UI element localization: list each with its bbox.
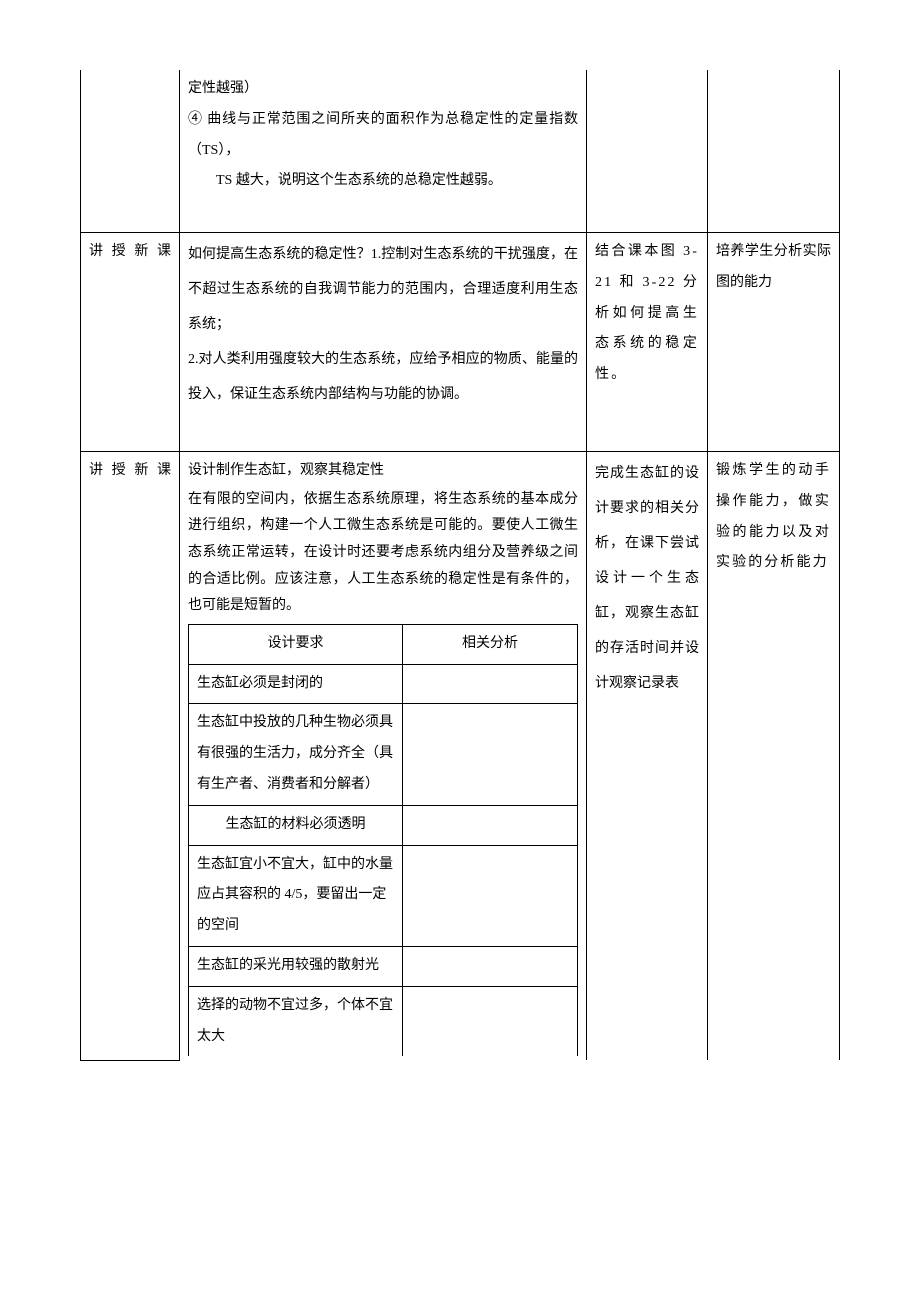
content-text: TS 越大，说明这个生态系统的总稳定性越弱。	[188, 166, 578, 197]
content-cell: 定性越强） ④ 曲线与正常范围之间所夹的面积作为总稳定性的定量指数（TS）， T…	[180, 70, 587, 232]
phase-cell: 讲授新课	[81, 451, 180, 1060]
inner-row: 生态缸中投放的几种生物必须具有很强的生活力，成分齐全（具有生产者、消费者和分解者…	[189, 704, 578, 805]
requirement-cell: 生态缸的采光用较强的散射光	[189, 946, 403, 986]
analysis-cell	[402, 664, 577, 704]
phase-label: 讲授新课	[89, 463, 171, 478]
analysis-cell	[402, 845, 577, 946]
inner-row: 生态缸的采光用较强的散射光	[189, 946, 578, 986]
objective-text: 锻炼学生的动手操作能力，做实验的能力以及对实验的分析能力	[716, 456, 831, 579]
requirement-cell: 选择的动物不宜过多，个体不宜太大	[189, 986, 403, 1056]
analysis-cell	[402, 946, 577, 986]
content-text: 如何提高生态系统的稳定性？1.控制对生态系统的干扰强度，在不超过生态系统的自我调…	[188, 237, 578, 412]
header-requirements: 设计要求	[189, 624, 403, 664]
content-cell: 如何提高生态系统的稳定性？1.控制对生态系统的干扰强度，在不超过生态系统的自我调…	[180, 232, 587, 451]
phase-label: 讲授新课	[89, 244, 171, 259]
analysis-cell	[402, 805, 577, 845]
design-requirements-table: 设计要求 相关分析 生态缸必须是封闭的 生态缸中投放的几种生物必须具有很强的生活…	[188, 624, 578, 1057]
analysis-cell	[402, 986, 577, 1056]
content-text: 定性越强）	[188, 74, 578, 105]
objective-cell	[708, 70, 840, 232]
phase-cell: 讲授新课	[81, 232, 180, 451]
objective-text: 培养学生分析实际图的能力	[716, 237, 831, 299]
requirement-cell: 生态缸中投放的几种生物必须具有很强的生活力，成分齐全（具有生产者、消费者和分解者…	[189, 704, 403, 805]
requirement-cell: 生态缸的材料必须透明	[189, 805, 403, 845]
objective-cell: 锻炼学生的动手操作能力，做实验的能力以及对实验的分析能力	[708, 451, 840, 1060]
activity-text: 完成生态缸的设计要求的相关分析，在课下尝试设计一个生态缸，观察生态缸的存活时间并…	[595, 456, 699, 701]
activity-cell	[587, 70, 708, 232]
content-cell: 设计制作生态缸，观察其稳定性 在有限的空间内，依据生态系统原理，将生态系统的基本…	[180, 451, 587, 1060]
table-row: 讲授新课 设计制作生态缸，观察其稳定性 在有限的空间内，依据生态系统原理，将生态…	[81, 451, 840, 1060]
inner-row: 生态缸宜小不宜大，缸中的水量应占其容积的 4/5，要留出一定的空间	[189, 845, 578, 946]
requirement-cell: 生态缸必须是封闭的	[189, 664, 403, 704]
header-analysis: 相关分析	[402, 624, 577, 664]
activity-text: 结合课本图 3-21 和 3-22 分析如何提高生态系统的稳定性。	[595, 237, 699, 391]
inner-row: 生态缸的材料必须透明	[189, 805, 578, 845]
phase-cell	[81, 70, 180, 232]
content-text: ④ 曲线与正常范围之间所夹的面积作为总稳定性的定量指数（TS），	[188, 105, 578, 167]
activity-cell: 结合课本图 3-21 和 3-22 分析如何提高生态系统的稳定性。	[587, 232, 708, 451]
table-row: 定性越强） ④ 曲线与正常范围之间所夹的面积作为总稳定性的定量指数（TS）， T…	[81, 70, 840, 232]
objective-cell: 培养学生分析实际图的能力	[708, 232, 840, 451]
activity-cell: 完成生态缸的设计要求的相关分析，在课下尝试设计一个生态缸，观察生态缸的存活时间并…	[587, 451, 708, 1060]
inner-row: 选择的动物不宜过多，个体不宜太大	[189, 986, 578, 1056]
requirement-cell: 生态缸宜小不宜大，缸中的水量应占其容积的 4/5，要留出一定的空间	[189, 845, 403, 946]
content-body: 在有限的空间内，依据生态系统原理，将生态系统的基本成分进行组织，构建一个人工微生…	[188, 487, 578, 620]
lesson-plan-table: 定性越强） ④ 曲线与正常范围之间所夹的面积作为总稳定性的定量指数（TS）， T…	[80, 70, 840, 1061]
analysis-cell	[402, 704, 577, 805]
table-row: 讲授新课 如何提高生态系统的稳定性？1.控制对生态系统的干扰强度，在不超过生态系…	[81, 232, 840, 451]
inner-row: 生态缸必须是封闭的	[189, 664, 578, 704]
inner-header-row: 设计要求 相关分析	[189, 624, 578, 664]
content-title: 设计制作生态缸，观察其稳定性	[188, 456, 578, 487]
